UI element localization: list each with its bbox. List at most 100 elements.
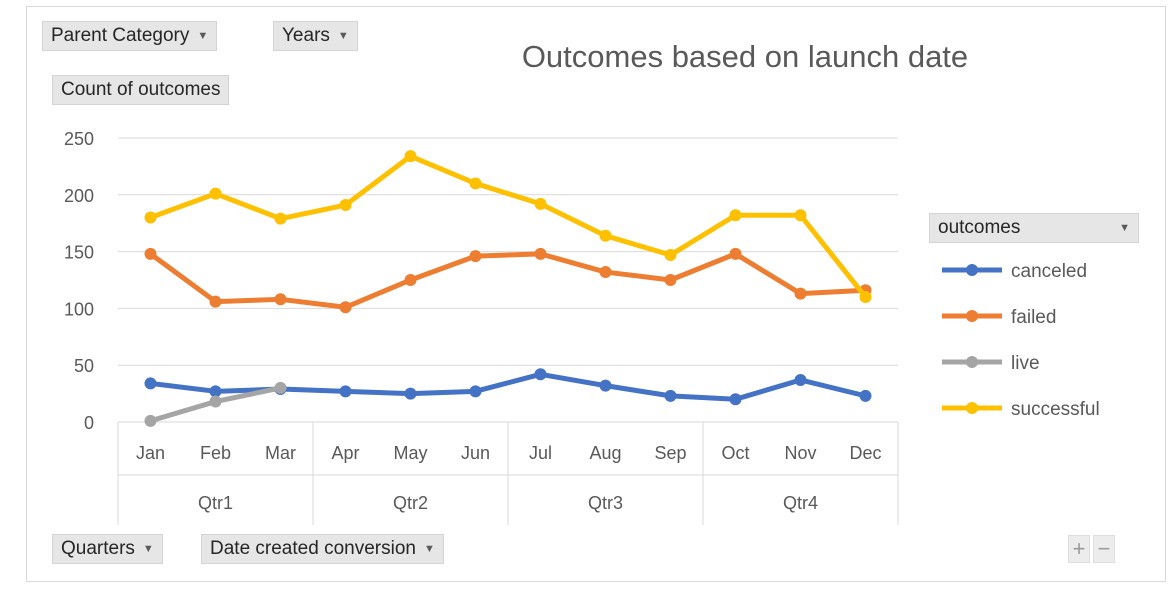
data-point [209,395,222,408]
group-label: Qtr4 [783,493,818,513]
parent-category-filter-button[interactable]: Parent Category ▼ [42,21,218,51]
y-tick-label: 200 [64,186,94,206]
x-tick-label: Jan [136,443,165,463]
data-point [404,150,417,163]
date-created-axis-button[interactable]: Date created conversion ▼ [201,534,444,564]
data-point [729,209,742,222]
dropdown-arrow-icon: ▼ [142,543,154,555]
y-tick-label: 150 [64,243,94,263]
x-tick-label: Mar [265,443,296,463]
dropdown-arrow-icon: ▼ [197,30,209,42]
data-point [664,389,677,402]
data-point [794,287,807,300]
y-tick-label: 250 [64,129,94,149]
legend-label: live [1011,353,1040,374]
series-successful [144,150,872,304]
x-tick-label: Oct [721,443,749,463]
data-point [469,250,482,263]
data-point [534,247,547,260]
data-point [274,293,287,306]
legend-item-failed: failed [942,307,1056,328]
y-tick-label: 50 [74,356,94,376]
legend: canceled failed live successful [942,261,1100,420]
minus-icon: − [1097,536,1111,561]
legend-item-canceled: canceled [942,261,1087,282]
legend-marker-icon [966,356,978,368]
chart-title: Outcomes based on launch date [522,39,968,74]
value-field-button[interactable]: Count of outcomes [52,75,230,105]
x-axis: Jan Feb Mar Apr May Jun Jul Aug Sep Oct Nov Dec Qtr1… [117,422,899,525]
legend-item-successful: successful [942,399,1100,420]
group-label: Qtr2 [393,493,428,513]
legend-label: successful [1011,399,1100,420]
data-point [729,393,742,406]
data-point [469,385,482,398]
legend-filter-button[interactable]: outcomes ▼ [929,213,1139,243]
legend-marker-icon [966,264,978,276]
date-created-label: Date created conversion [210,538,416,559]
series-lines [144,150,872,427]
series-canceled [144,368,872,406]
value-field-label: Count of outcomes [61,79,221,100]
legend-marker-icon [966,402,978,414]
data-point [469,177,482,190]
data-point [859,291,872,304]
x-tick-label: May [393,443,427,463]
data-point [339,199,352,212]
data-point [209,187,222,200]
x-tick-label: Apr [331,443,359,463]
data-point [794,373,807,386]
x-tick-label: Sep [654,443,686,463]
data-point [209,295,222,308]
y-tick-label: 0 [84,413,94,433]
x-tick-label: Feb [200,443,231,463]
data-point [274,381,287,394]
data-point [664,274,677,286]
legend-header-label: outcomes [938,217,1021,238]
data-point [664,249,677,262]
x-tick-label: Jul [529,443,552,463]
data-point [404,387,417,400]
series-failed [144,247,872,314]
legend-item-live: live [942,353,1040,374]
data-point [144,211,157,224]
years-filter-button[interactable]: Years ▼ [273,21,358,51]
series-line-failed [149,251,866,310]
data-point [534,368,547,381]
data-point [794,209,807,222]
y-axis: 0 50 100 150 200 250 [64,129,94,433]
data-point [144,377,157,390]
data-point [209,385,222,398]
dropdown-arrow-icon: ▼ [337,30,349,42]
group-label: Qtr3 [588,493,623,513]
data-point [339,385,352,398]
series-line-canceled [150,371,867,402]
series-live [144,381,287,427]
x-tick-label: Jun [461,443,490,463]
data-point [144,414,157,427]
data-point [599,229,612,242]
dropdown-arrow-icon: ▼ [423,543,435,555]
collapse-field-button[interactable]: − [1093,535,1115,563]
quarters-label: Quarters [61,538,135,559]
quarters-axis-button[interactable]: Quarters ▼ [52,534,163,564]
y-tick-label: 100 [64,299,94,319]
data-point [144,247,157,260]
expand-field-button[interactable]: + [1068,535,1090,563]
group-label: Qtr1 [198,493,233,513]
data-point [339,301,352,314]
series-line-successful [149,153,868,299]
plus-icon: + [1072,536,1086,561]
legend-marker-icon [966,310,978,322]
years-label: Years [282,25,330,46]
x-tick-label: Dec [849,443,881,463]
data-point [274,212,287,225]
legend-label: failed [1011,307,1056,328]
data-point [729,247,742,260]
data-point [404,274,417,286]
parent-category-label: Parent Category [51,25,190,46]
x-tick-label: Nov [784,443,816,463]
data-point [534,197,547,210]
data-point [599,379,612,392]
